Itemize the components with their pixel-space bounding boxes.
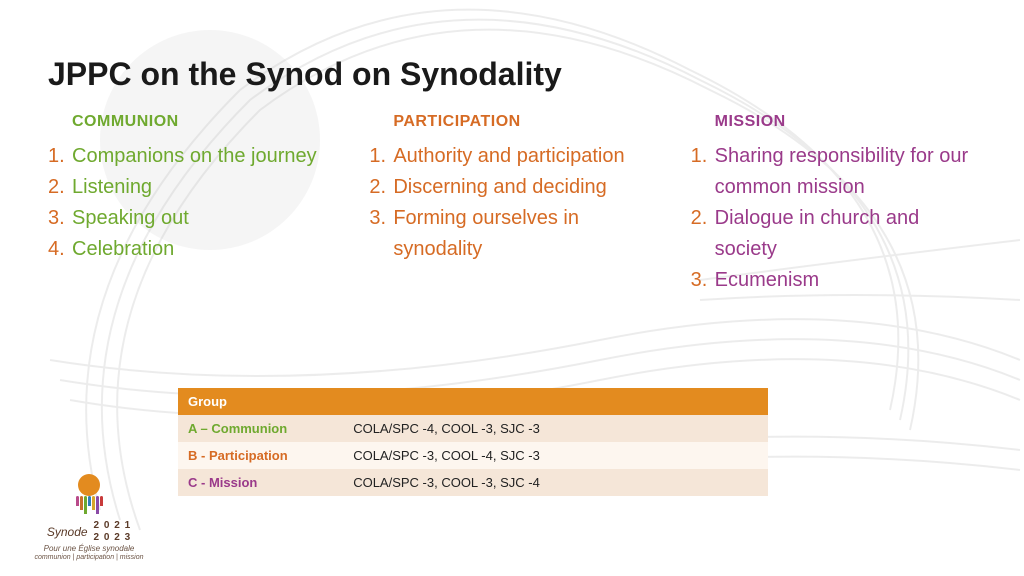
logo-person-icon	[76, 496, 79, 506]
list-text: Authority and participation	[393, 141, 624, 172]
columns-container: COMMUNION1.Companions on the journey2.Li…	[48, 113, 976, 296]
list-number: 3.	[369, 203, 393, 234]
table-row: B - ParticipationCOLA/SPC -3, COOL -4, S…	[178, 442, 768, 469]
list-item: 4.Celebration	[48, 234, 333, 265]
logo-year-2: 2 0 2 3	[94, 532, 132, 544]
column-header: COMMUNION	[48, 113, 333, 131]
logo-people-icon	[67, 496, 111, 514]
logo-person-icon	[84, 496, 87, 514]
table-header-row: Group	[178, 388, 768, 415]
list-text: Companions on the journey	[72, 141, 317, 172]
list-item: 2.Dialogue in church and society	[691, 203, 976, 265]
list-text: Celebration	[72, 234, 174, 265]
logo-sun-icon	[78, 474, 100, 496]
list-number: 3.	[48, 203, 72, 234]
assignments-cell: COLA/SPC -3, COOL -4, SJC -3	[343, 442, 768, 469]
list-item: 1.Sharing responsibility for our common …	[691, 141, 976, 203]
assignments-table: GroupA – CommunionCOLA/SPC -4, COOL -3, …	[178, 388, 768, 496]
list-number: 3.	[691, 265, 715, 296]
logo-icon	[67, 474, 111, 518]
logo-year-1: 2 0 2 1	[94, 520, 132, 532]
column-list: 1.Sharing responsibility for our common …	[691, 141, 976, 296]
list-item: 1.Companions on the journey	[48, 141, 333, 172]
column-list: 1.Authority and participation2.Discernin…	[369, 141, 654, 265]
list-text: Forming ourselves in synodality	[393, 203, 654, 265]
list-item: 3.Ecumenism	[691, 265, 976, 296]
list-item: 3.Forming ourselves in synodality	[369, 203, 654, 265]
list-text: Sharing responsibility for our common mi…	[715, 141, 976, 203]
column-communion: COMMUNION 1.Companions on the journey2.Li…	[48, 113, 333, 296]
column-list: 1.Companions on the journey2.Listening3.…	[48, 141, 333, 265]
list-number: 2.	[691, 203, 715, 234]
list-number: 2.	[369, 172, 393, 203]
list-number: 4.	[48, 234, 72, 265]
list-text: Listening	[72, 172, 152, 203]
list-number: 1.	[691, 141, 715, 172]
group-cell: A – Communion	[178, 415, 343, 442]
list-text: Dialogue in church and society	[715, 203, 976, 265]
list-item: 1.Authority and participation	[369, 141, 654, 172]
logo-subtitle: Pour une Église synodale	[14, 544, 164, 554]
logo-tagline: communion | participation | mission	[14, 554, 164, 562]
assignments-cell: COLA/SPC -4, COOL -3, SJC -3	[343, 415, 768, 442]
assignments-table-wrap: GroupA – CommunionCOLA/SPC -4, COOL -3, …	[178, 388, 768, 496]
list-number: 1.	[369, 141, 393, 172]
list-text: Ecumenism	[715, 265, 819, 296]
list-number: 2.	[48, 172, 72, 203]
list-item: 3.Speaking out	[48, 203, 333, 234]
synod-logo: Synode 2 0 2 1 2 0 2 3 Pour une Église s…	[14, 474, 164, 562]
table-row: C - MissionCOLA/SPC -3, COOL -3, SJC -4	[178, 469, 768, 496]
assignments-cell: COLA/SPC -3, COOL -3, SJC -4	[343, 469, 768, 496]
logo-person-icon	[80, 496, 83, 510]
table-header-cell: Group	[178, 388, 343, 415]
logo-person-icon	[96, 496, 99, 514]
list-text: Discerning and deciding	[393, 172, 606, 203]
table-row: A – CommunionCOLA/SPC -4, COOL -3, SJC -…	[178, 415, 768, 442]
logo-person-icon	[100, 496, 103, 506]
table-header-cell	[343, 388, 768, 415]
logo-person-icon	[92, 496, 95, 510]
list-item: 2.Listening	[48, 172, 333, 203]
list-text: Speaking out	[72, 203, 189, 234]
list-number: 1.	[48, 141, 72, 172]
column-participation: PARTICIPATION 1.Authority and participati…	[369, 113, 654, 296]
group-cell: B - Participation	[178, 442, 343, 469]
column-header: MISSION	[691, 113, 976, 131]
logo-word: Synode	[47, 525, 88, 539]
column-header: PARTICIPATION	[369, 113, 654, 131]
page-title: JPPC on the Synod on Synodality	[48, 56, 976, 93]
column-mission: MISSION 1.Sharing responsibility for our …	[691, 113, 976, 296]
list-item: 2.Discerning and deciding	[369, 172, 654, 203]
logo-person-icon	[88, 496, 91, 506]
group-cell: C - Mission	[178, 469, 343, 496]
